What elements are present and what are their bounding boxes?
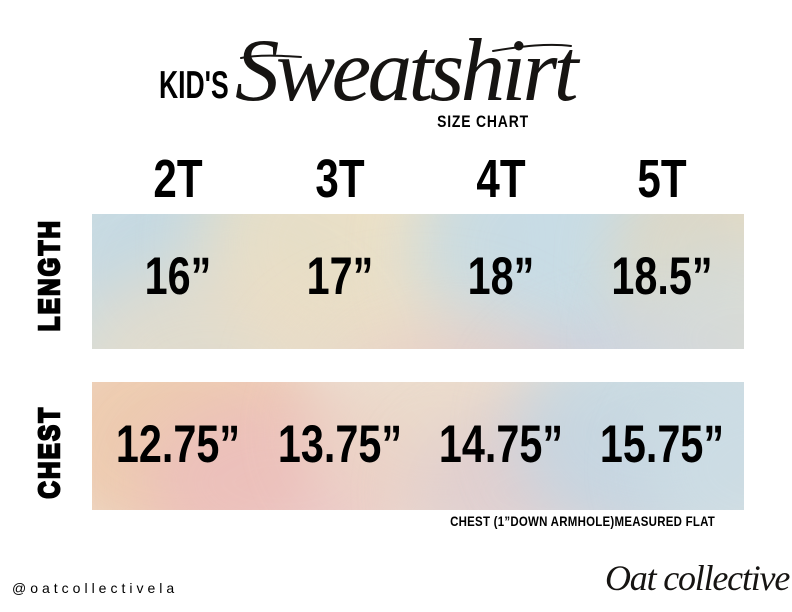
- svg-text:Oat collective: Oat collective: [605, 558, 790, 598]
- svg-text:Sweatshirt: Sweatshirt: [235, 22, 581, 120]
